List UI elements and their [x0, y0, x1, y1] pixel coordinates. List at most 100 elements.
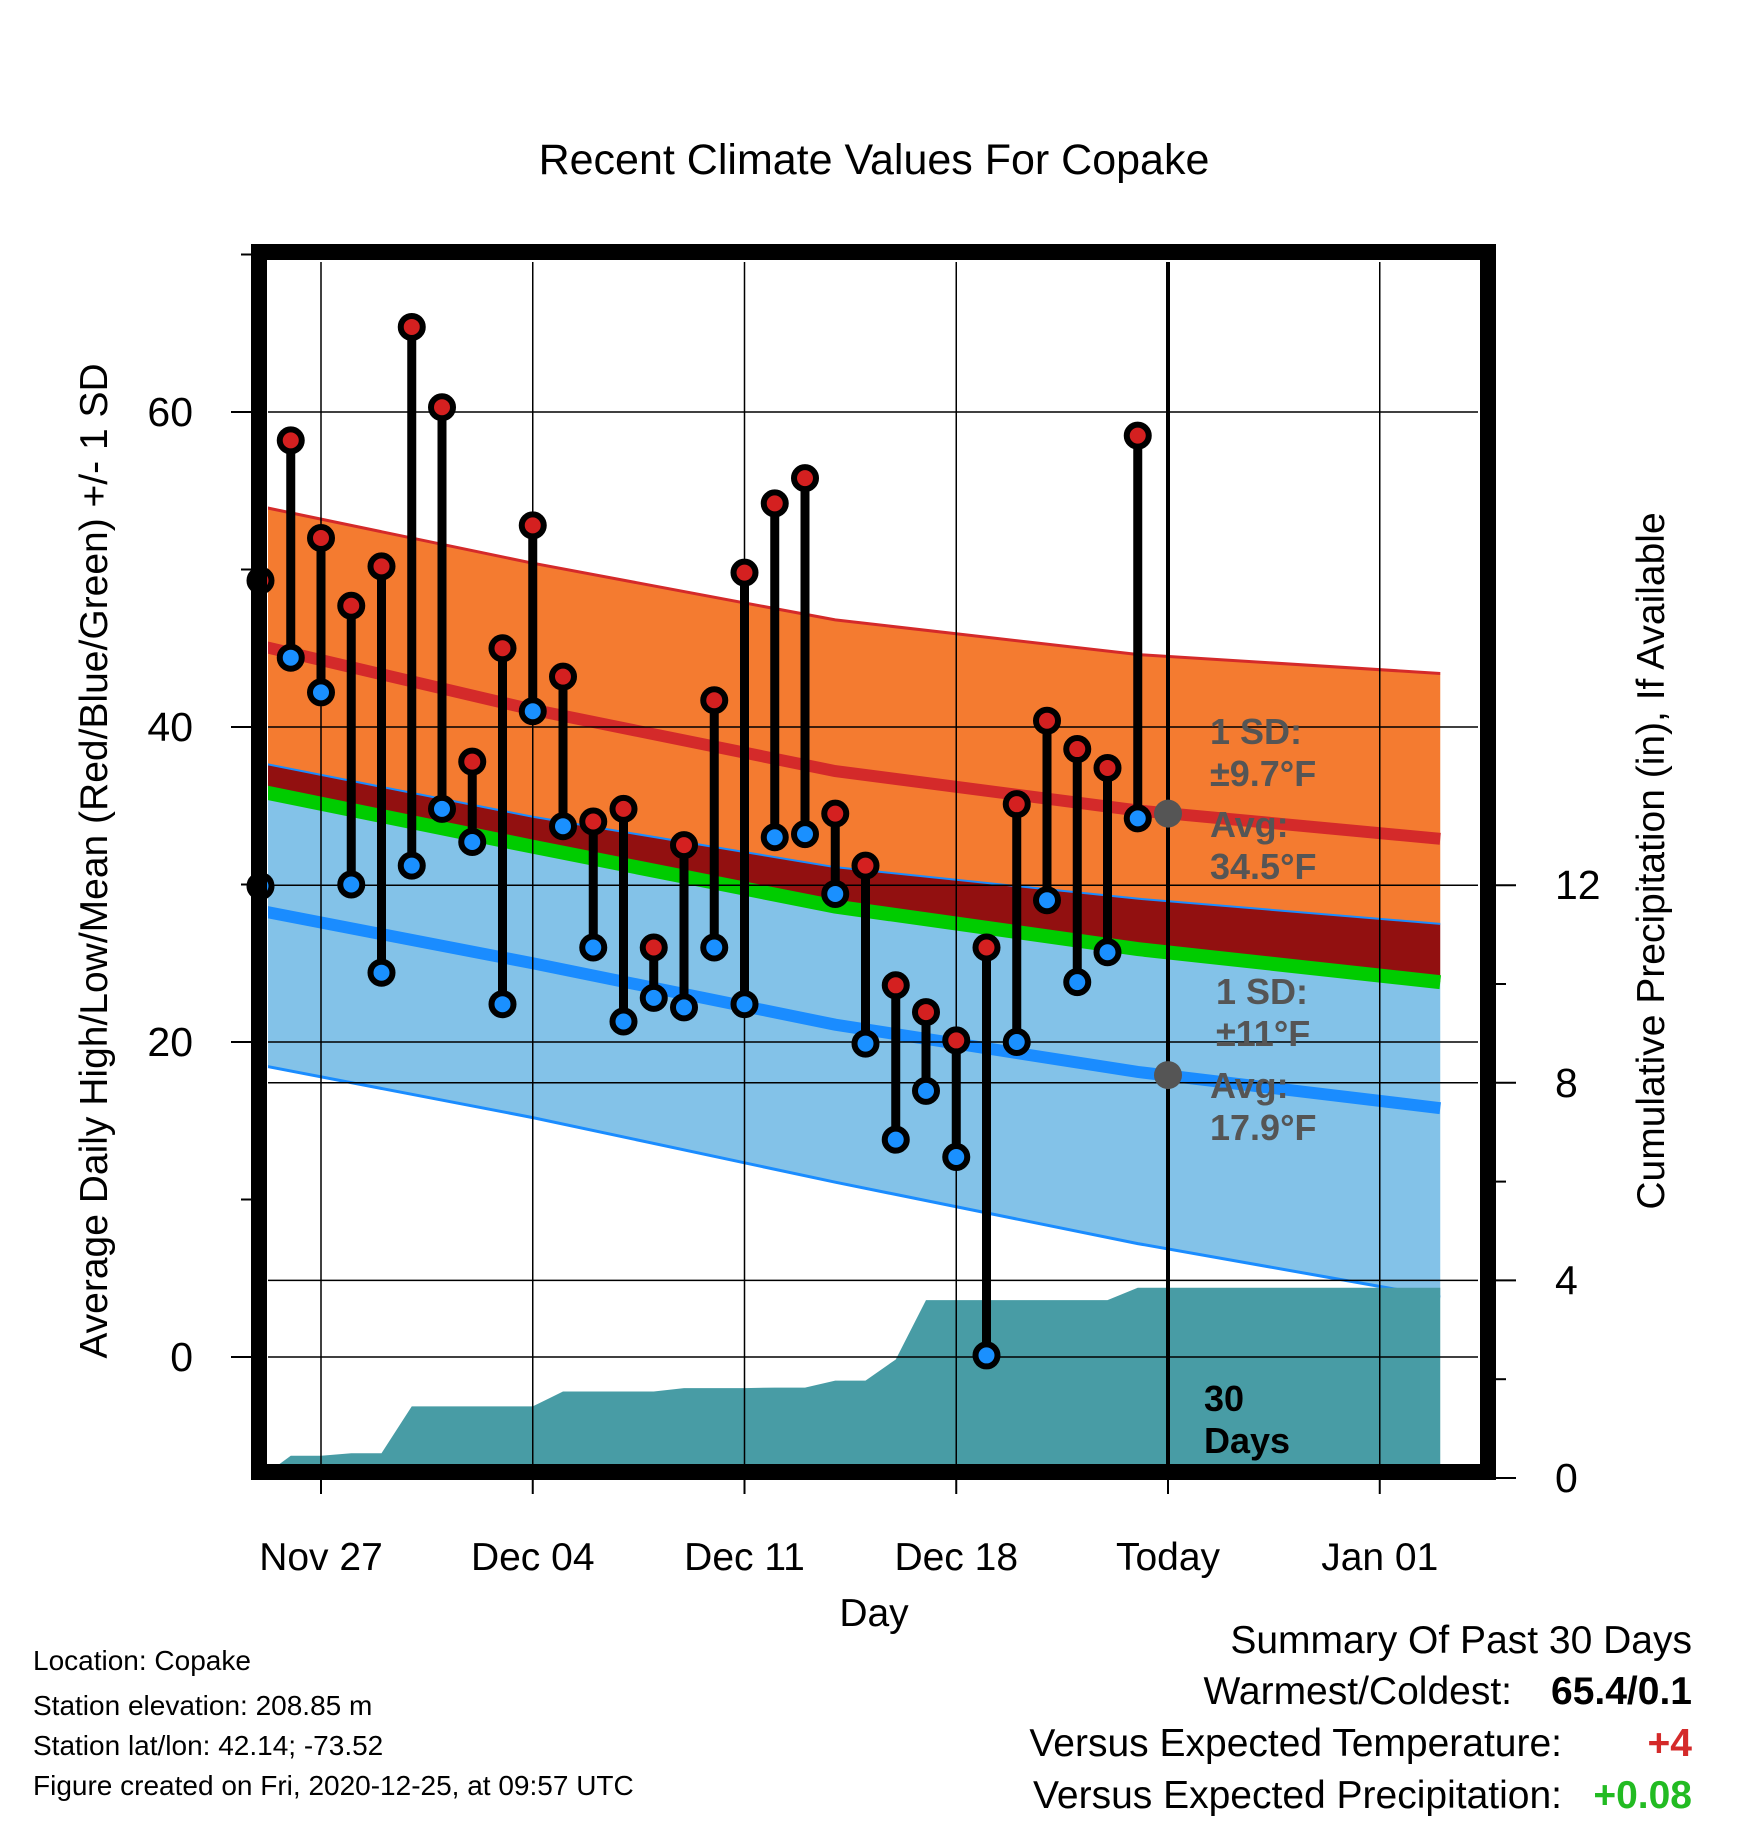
- summary-warmest-label: Warmest/Coldest:: [1203, 1670, 1512, 1713]
- x-tick-label: Nov 27: [259, 1536, 383, 1579]
- high-point: [851, 851, 880, 880]
- x-tick-label: Dec 18: [894, 1536, 1018, 1579]
- high-point: [760, 489, 789, 518]
- low-point: [458, 827, 487, 856]
- high-average-line: [268, 641, 1441, 845]
- y2-tick-label: 8: [1555, 1060, 1578, 1106]
- low-average-marker: [1154, 1061, 1182, 1090]
- low-point: [1002, 1028, 1031, 1056]
- high-point: [579, 807, 608, 836]
- low-lower-line: [268, 1065, 1441, 1299]
- high-point: [942, 1026, 971, 1055]
- summary-precip-row: Versus Expected Precipitation: +0.08: [1033, 1776, 1692, 1815]
- x-tick-label: Dec 11: [684, 1536, 805, 1579]
- plot-frame: [251, 244, 1496, 1480]
- low-point: [1033, 886, 1061, 915]
- high-point: [821, 799, 850, 828]
- high-point: [730, 558, 759, 587]
- low-point: [670, 993, 698, 1022]
- precipitation-area: [279, 1287, 1441, 1464]
- low-point: [367, 958, 396, 987]
- high-point: [367, 552, 396, 581]
- low-point: [881, 1125, 910, 1154]
- high-point: [518, 511, 547, 540]
- x-tick-label: Today: [1116, 1536, 1221, 1579]
- x-tick-label: Jan 01: [1321, 1536, 1438, 1579]
- low-sd-label: 1 SD:: [1216, 971, 1308, 1012]
- high-sd-label: 1 SD:: [1210, 711, 1302, 752]
- high-point: [1093, 753, 1122, 782]
- y-tick-label: 60: [147, 389, 193, 435]
- low-point: [609, 1007, 638, 1036]
- summary-temp-label: Versus Expected Temperature:: [1029, 1722, 1562, 1765]
- low-point: [1093, 938, 1122, 967]
- high-point: [881, 971, 910, 1000]
- low-sd-value: ±11°F: [1216, 1013, 1310, 1054]
- y2-tick-label: 12: [1555, 862, 1601, 908]
- low-point: [760, 823, 789, 852]
- high-point: [337, 591, 366, 620]
- info-location: Location: Copake: [33, 1645, 251, 1676]
- low-point: [549, 812, 577, 841]
- low-point: [972, 1341, 1001, 1370]
- low-point: [307, 678, 335, 707]
- low-point: [851, 1029, 880, 1058]
- y-axis-label: Average Daily High/Low/Mean (Red/Blue/Gr…: [73, 363, 116, 1358]
- high-point: [791, 464, 819, 493]
- low-avg-value: 17.9°F: [1210, 1107, 1316, 1148]
- low-point: [518, 697, 547, 726]
- high-point: [972, 933, 1001, 962]
- y2-tick-label: 0: [1555, 1455, 1578, 1501]
- low-point: [730, 990, 759, 1019]
- high-point: [1123, 421, 1152, 450]
- days-label-text: Days: [1204, 1420, 1290, 1461]
- high-point: [1063, 735, 1092, 764]
- low-point: [337, 870, 366, 899]
- low-avg-label: Avg:: [1210, 1065, 1289, 1106]
- high-point: [458, 747, 487, 776]
- high-point: [912, 998, 940, 1027]
- y-tick-label: 0: [170, 1334, 193, 1380]
- low-average-line: [268, 906, 1441, 1115]
- days-label-count: 30: [1204, 1378, 1244, 1419]
- high-point: [397, 312, 426, 341]
- low-point: [821, 879, 850, 908]
- high-point: [639, 933, 668, 962]
- low-point: [276, 643, 305, 672]
- info-elevation: Station elevation: 208.85 m: [33, 1690, 373, 1721]
- axes: Nov 27 Dec 04 Dec 11 Dec 18 Today Jan 0102040…: [147, 253, 1601, 1579]
- low-point: [1063, 968, 1092, 997]
- summary-warmest-row: Warmest/Coldest: 65.4/0.1: [1204, 1672, 1692, 1711]
- low-point: [791, 820, 819, 849]
- x-tick-label: Dec 04: [471, 1536, 595, 1579]
- high-point: [700, 686, 729, 715]
- y-tick-label: 20: [147, 1019, 193, 1065]
- high-avg-value: 34.5°F: [1210, 846, 1316, 887]
- high-point: [549, 662, 577, 691]
- high-point: [307, 524, 335, 552]
- high-sd-value: ±9.7°F: [1210, 753, 1316, 794]
- info-created: Figure created on Fri, 2020-12-25, at 09…: [33, 1770, 634, 1801]
- summary-title: Summary Of Past 30 Days: [1230, 1619, 1692, 1662]
- high-average-marker: [1154, 799, 1182, 828]
- info-latlon: Station lat/lon: 42.14; -73.52: [33, 1730, 384, 1761]
- high-point: [670, 831, 698, 860]
- y2-axis-label: Cumulative Precipitation (in), If Availa…: [1630, 512, 1673, 1209]
- high-upper-line: [268, 506, 1441, 675]
- high-point: [428, 393, 456, 422]
- summary-temp-row: Versus Expected Temperature: +4: [1029, 1724, 1692, 1763]
- chart-title: Recent Climate Values For Copake: [539, 136, 1210, 184]
- y-tick-label: 40: [147, 704, 193, 750]
- low-point: [639, 983, 668, 1012]
- summary-precip-label: Versus Expected Precipitation:: [1033, 1774, 1562, 1817]
- high-point: [488, 634, 517, 663]
- low-point: [1123, 804, 1152, 833]
- high-point: [1002, 790, 1031, 819]
- low-point: [700, 933, 729, 962]
- y2-tick-label: 4: [1555, 1257, 1578, 1303]
- low-point: [579, 933, 608, 962]
- summary-warmest-value: 65.4/0.1: [1551, 1670, 1692, 1713]
- summary-precip-value: +0.08: [1593, 1774, 1692, 1817]
